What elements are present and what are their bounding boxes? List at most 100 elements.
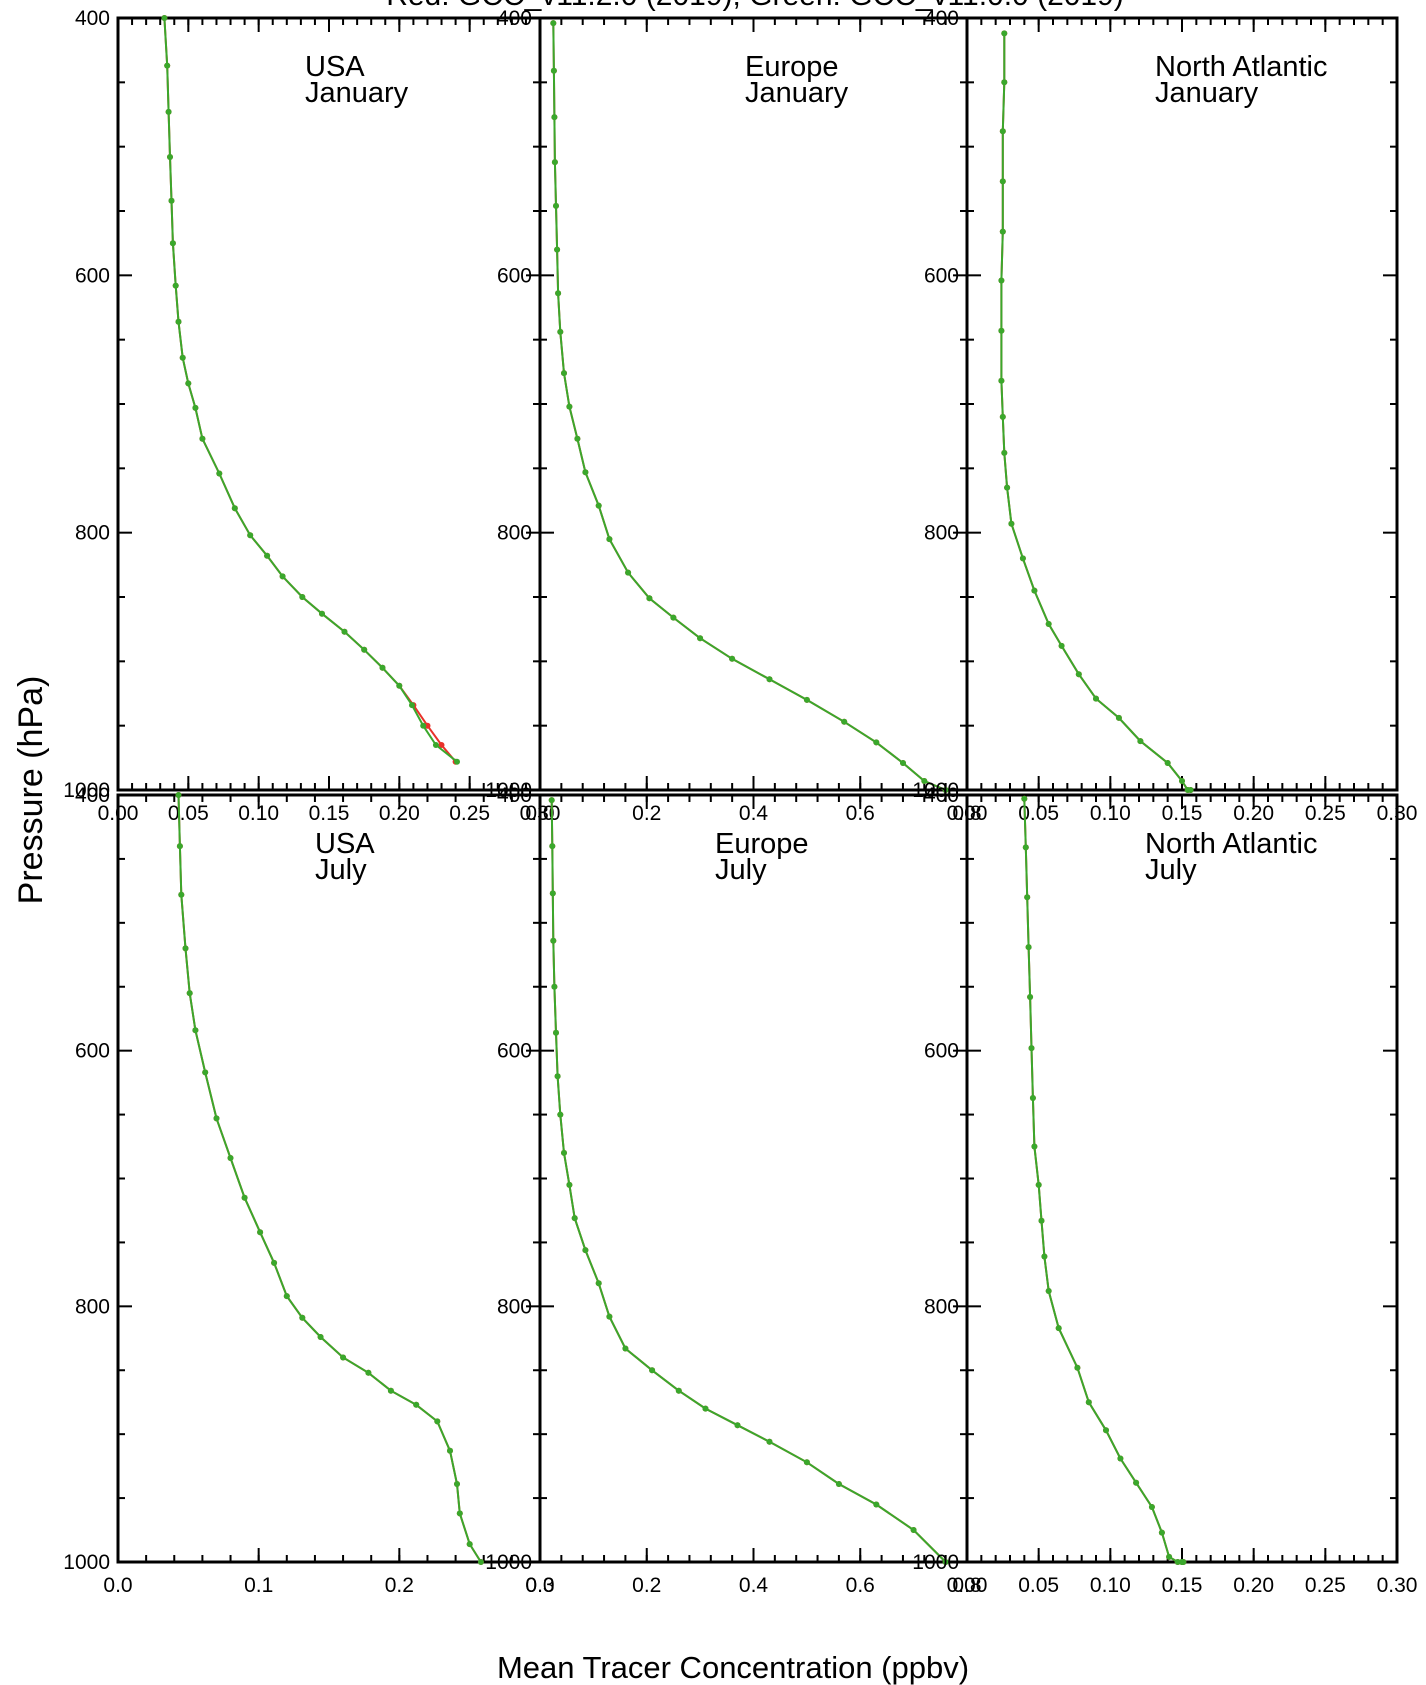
x-tick-label: 0.10 — [1090, 1574, 1131, 1597]
data-point — [734, 1422, 741, 1429]
x-tick-label: 0.05 — [1018, 802, 1059, 825]
data-point — [271, 1259, 278, 1266]
figure-title: Red: GCC_v11.2.0 (2019); Green: GCC_v11.… — [386, 0, 1124, 12]
series-line-green — [1000, 33, 1191, 791]
x-tick-label: 0.8 — [952, 1574, 981, 1597]
y-tick-label: 400 — [75, 7, 110, 30]
data-point — [803, 1459, 810, 1466]
x-tick-label: 0.6 — [846, 1574, 875, 1597]
series-line-red — [1023, 798, 1184, 1563]
panel-month-label: July — [1145, 854, 1197, 886]
data-point — [606, 1313, 613, 1320]
data-point — [1085, 1399, 1092, 1406]
data-point — [167, 154, 173, 160]
x-tick-label: 0.4 — [739, 802, 769, 825]
x-tick-label: 0.0 — [525, 1574, 554, 1597]
x-tick-label: 0.2 — [632, 802, 661, 825]
data-point — [550, 67, 557, 74]
panel-month-label: July — [715, 854, 767, 886]
plot-frame — [116, 16, 542, 792]
plot-frame — [116, 793, 542, 1564]
data-point — [1027, 994, 1034, 1000]
data-point — [241, 1194, 248, 1201]
x-tick-label: 0.3 — [525, 1574, 554, 1597]
panel-month-label: July — [315, 854, 367, 886]
data-point — [179, 354, 186, 361]
x-tick-label: 0.05 — [1018, 1574, 1059, 1597]
data-point — [409, 702, 415, 709]
data-point — [199, 435, 206, 442]
data-point — [873, 739, 880, 746]
data-point — [213, 1115, 220, 1122]
series-line-green — [552, 23, 946, 791]
data-point — [921, 778, 928, 784]
data-point — [551, 159, 558, 166]
y-tick-label: 600 — [75, 1040, 110, 1063]
data-point — [456, 1510, 463, 1517]
x-tick-label: 0.15 — [1162, 1574, 1203, 1597]
data-point — [553, 1029, 559, 1036]
panels-group: 0.00 0.05 0.10 0.15 0.20 0.25 0.30 400 600 800 100… — [63, 7, 1417, 1597]
data-point — [466, 1541, 473, 1548]
y-tick-label: 400 — [924, 784, 959, 807]
y-tick-label: 800 — [75, 522, 110, 545]
data-point — [1022, 844, 1029, 851]
data-point — [1045, 1288, 1052, 1294]
data-point — [1019, 555, 1026, 562]
y-tick-label: 400 — [497, 784, 532, 807]
series-line-green — [1023, 798, 1184, 1563]
data-point — [841, 718, 848, 725]
panel-region-label: USA — [305, 51, 365, 83]
panel-2: 0.0 0.2 0.4 0.6 0.84006008001000EuropeJanuar… — [485, 7, 981, 825]
data-point — [1058, 642, 1065, 649]
data-point — [1093, 695, 1099, 702]
data-point — [553, 202, 559, 209]
data-point — [279, 573, 286, 580]
data-point — [835, 1481, 842, 1487]
x-tick-label: 0.2 — [385, 1574, 414, 1597]
data-point — [192, 404, 199, 411]
data-point — [625, 569, 632, 576]
data-point — [555, 290, 562, 297]
data-point — [1021, 795, 1028, 802]
y-tick-label: 600 — [497, 264, 532, 287]
data-point — [551, 983, 558, 990]
data-point — [175, 318, 182, 325]
data-point — [247, 532, 254, 539]
panel-region-label: USA — [315, 828, 375, 860]
x-tick-label: 0.20 — [1233, 1574, 1274, 1597]
data-point — [283, 1293, 290, 1300]
data-point — [998, 327, 1005, 334]
data-point — [1117, 1455, 1124, 1462]
panel-month-label: January — [305, 77, 409, 109]
data-point — [454, 1481, 460, 1487]
data-point — [1001, 30, 1008, 37]
data-point — [186, 990, 193, 997]
panel-region-label: North Atlantic — [1155, 51, 1327, 83]
plot-frame — [538, 16, 969, 792]
data-point — [561, 1149, 567, 1156]
data-point — [434, 1418, 441, 1425]
panel-6: 0.00 0.05 0.10 0.15 0.20 0.25 0.30 400 600 800 100… — [912, 784, 1417, 1597]
data-point — [622, 1345, 629, 1352]
x-tick-label: 0.25 — [1305, 1574, 1346, 1597]
data-point — [264, 552, 271, 559]
data-point — [557, 1111, 564, 1118]
data-point — [1038, 1217, 1045, 1224]
panel-1: 0.00 0.05 0.10 0.15 0.20 0.25 0.30400600800100… — [63, 7, 560, 825]
data-point — [582, 1247, 589, 1254]
data-point — [670, 614, 677, 621]
y-tick-label: 800 — [924, 1295, 959, 1318]
y-tick-label: 800 — [924, 522, 959, 545]
series-line-red — [552, 23, 946, 791]
x-tick-label: 0.25 — [449, 802, 490, 825]
data-point — [942, 787, 949, 793]
data-point — [192, 1027, 199, 1034]
data-point — [1103, 1427, 1109, 1434]
data-point — [438, 742, 445, 748]
data-point — [361, 646, 368, 653]
data-point — [998, 377, 1005, 384]
series-line-red — [163, 17, 457, 763]
data-point — [554, 1073, 561, 1080]
